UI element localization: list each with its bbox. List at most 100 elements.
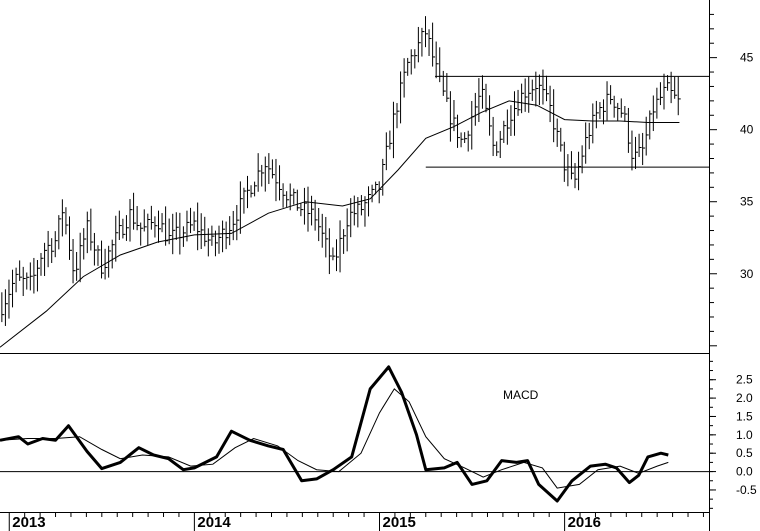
price-bar <box>332 247 336 261</box>
price-bar <box>36 260 40 292</box>
price-bar <box>147 213 151 246</box>
price-bar <box>246 175 250 209</box>
price-bar <box>190 207 194 234</box>
price-bar <box>33 257 37 294</box>
price-bar <box>90 208 94 251</box>
price-bar <box>524 78 528 112</box>
price-bar <box>211 225 215 246</box>
price-bar <box>47 230 51 268</box>
price-bar <box>314 199 318 231</box>
price-bar <box>400 71 404 124</box>
price-bar <box>179 212 183 255</box>
macd-tick-label: 0.5 <box>736 446 753 460</box>
price-bar <box>670 71 674 104</box>
price-bar <box>200 213 204 250</box>
price-bar <box>428 29 432 56</box>
price-bar <box>467 130 471 152</box>
price-bar <box>51 238 55 264</box>
price-bar <box>642 132 646 166</box>
price-bar <box>140 222 144 246</box>
price-bar <box>485 83 489 113</box>
price-bar <box>364 196 368 227</box>
price-bar <box>624 105 628 122</box>
price-bar <box>168 218 172 245</box>
price-bar <box>86 211 90 254</box>
price-bar <box>460 132 464 148</box>
price-bar <box>432 22 436 67</box>
price-bar <box>667 75 671 91</box>
price-bar <box>410 49 414 75</box>
price-bar <box>232 210 236 241</box>
price-bar <box>663 73 667 110</box>
price-bar <box>264 156 268 192</box>
price-bars <box>1 16 681 326</box>
price-bar <box>656 87 660 119</box>
price-bar <box>556 118 560 147</box>
year-tick-label: 2016 <box>568 514 601 531</box>
price-bar <box>12 269 16 308</box>
price-bar <box>122 218 126 239</box>
price-bar <box>243 187 247 214</box>
x-axis: 2013 2014 2015 2016 <box>8 512 704 531</box>
price-bar <box>471 101 475 150</box>
price-bar <box>296 189 300 211</box>
price-bar <box>118 210 122 240</box>
price-bar <box>218 225 222 254</box>
price-bar <box>172 213 176 255</box>
price-bar <box>553 89 557 143</box>
price-bar <box>44 242 48 277</box>
price-bar <box>649 110 653 140</box>
price-bar <box>567 154 571 187</box>
price-bar <box>115 215 119 262</box>
price-bar <box>303 187 307 225</box>
price-bar <box>54 231 58 258</box>
price-bar <box>631 130 635 171</box>
price-bar <box>197 202 201 251</box>
price-bar <box>318 208 322 242</box>
price-bar <box>659 82 663 106</box>
price-bar <box>225 221 229 250</box>
macd-y-axis: 2.5 2.0 1.5 1.0 0.5 0.0 -0.5 <box>709 360 757 509</box>
price-bar <box>531 79 535 101</box>
price-tick-label: 35 <box>740 195 754 209</box>
price-bar <box>499 130 503 158</box>
price-bar <box>599 102 603 120</box>
year-tick-label: 2015 <box>382 514 415 531</box>
price-bar <box>439 47 443 83</box>
macd-signal-line <box>0 388 669 489</box>
price-bar <box>464 132 468 144</box>
price-bar <box>1 292 5 323</box>
price-bar <box>595 100 599 129</box>
price-bar <box>674 76 678 99</box>
price-bar <box>286 191 290 207</box>
macd-tick-label: 2.0 <box>736 391 753 405</box>
price-bar <box>549 85 553 123</box>
price-bar <box>496 141 500 157</box>
price-bar <box>293 188 297 205</box>
price-bar <box>382 158 386 196</box>
price-bar <box>275 158 279 202</box>
price-bar <box>677 76 681 116</box>
price-bar <box>392 101 396 159</box>
price-bar <box>79 232 83 283</box>
price-bar <box>161 213 165 233</box>
price-bar <box>602 99 606 125</box>
price-bar <box>442 70 446 96</box>
price-bar <box>407 57 411 76</box>
price-bar <box>417 26 421 63</box>
price-bar <box>570 151 574 180</box>
price-bar <box>19 260 23 281</box>
price-bar <box>58 215 62 250</box>
price-bar <box>492 116 496 157</box>
price-bar <box>542 69 546 105</box>
price-bar <box>588 122 592 150</box>
price-bar <box>321 213 325 248</box>
price-bar <box>635 136 639 170</box>
price-tick-label: 30 <box>740 267 754 281</box>
price-bar <box>385 132 389 171</box>
price-bar <box>83 228 87 260</box>
price-bar <box>204 216 208 247</box>
price-bar <box>506 109 510 145</box>
price-bar <box>581 145 585 174</box>
price-bar <box>229 216 233 246</box>
